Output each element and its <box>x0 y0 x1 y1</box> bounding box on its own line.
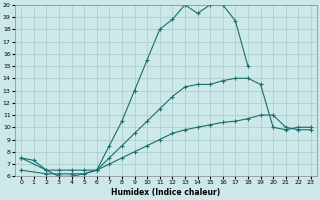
X-axis label: Humidex (Indice chaleur): Humidex (Indice chaleur) <box>111 188 221 197</box>
